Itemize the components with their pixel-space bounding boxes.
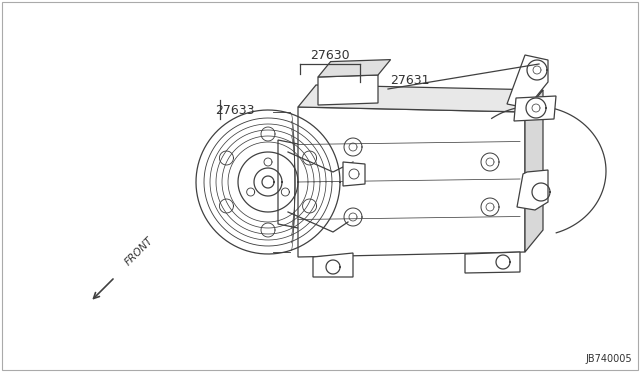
Polygon shape (313, 253, 353, 277)
Text: 27631: 27631 (390, 74, 429, 87)
Polygon shape (514, 96, 556, 121)
Polygon shape (343, 162, 365, 186)
Polygon shape (318, 60, 390, 77)
Text: 27633: 27633 (215, 104, 255, 117)
Polygon shape (465, 252, 520, 273)
Polygon shape (298, 85, 543, 112)
Text: JB740005: JB740005 (586, 354, 632, 364)
Text: FRONT: FRONT (123, 235, 155, 267)
Polygon shape (278, 140, 318, 232)
Text: 27630: 27630 (310, 49, 350, 62)
Polygon shape (318, 75, 378, 105)
Polygon shape (507, 55, 548, 108)
Polygon shape (525, 90, 543, 252)
Polygon shape (298, 107, 525, 257)
Polygon shape (517, 170, 548, 210)
